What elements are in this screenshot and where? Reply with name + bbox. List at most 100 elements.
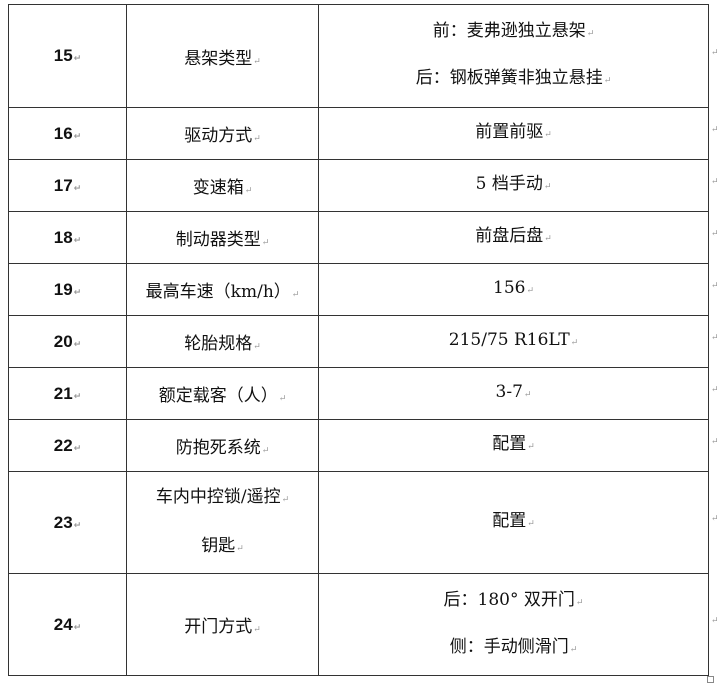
table-row: 24↵ 开门方式↵ 后：180° 双开门↵ 侧：手动侧滑门↵ (8, 573, 709, 676)
item-cell: 开门方式↵ (126, 573, 319, 676)
value-text: 156 (493, 278, 526, 298)
return-mark-icon: ↵ (261, 446, 270, 456)
return-mark-icon: ↵ (244, 186, 253, 196)
return-mark-icon: ↵ (527, 442, 535, 452)
item-label: 变速箱 (192, 178, 244, 198)
row-number-cell: 20↵ (8, 315, 127, 368)
row-number-cell: 17↵ (8, 159, 127, 212)
return-mark-icon: ↵ (526, 286, 534, 296)
value-text: 5 档手动 (475, 174, 543, 194)
value-text: 前置前驱 (475, 122, 544, 142)
row-end-mark-icon: ↵ (711, 281, 719, 291)
item-cell: 制动器类型↵ (126, 211, 319, 264)
return-mark-icon: ↵ (253, 342, 261, 352)
item-label: 防抱死系统 (175, 438, 261, 458)
return-mark-icon: ↵ (261, 238, 270, 248)
value-cell: 215/75 R16LT↵ (318, 315, 709, 368)
item-label: 制动器类型 (175, 230, 261, 250)
item-label: 最高车速（km/h） (145, 282, 291, 302)
value-text: 3-7 (495, 382, 523, 402)
row-end-mark-icon: ↵ (711, 333, 719, 343)
table-row: 23↵ 车内中控锁/遥控↵ 钥匙↵ 配置↵ (8, 471, 709, 574)
return-mark-icon: ↵ (603, 76, 612, 86)
row-number: 22 (53, 435, 73, 455)
row-end-mark-icon: ↵ (711, 385, 719, 395)
return-mark-icon: ↵ (73, 621, 82, 632)
row-number: 23 (53, 512, 73, 532)
row-number: 18 (53, 227, 73, 247)
return-mark-icon: ↵ (291, 290, 300, 300)
row-number: 15 (53, 46, 73, 65)
row-end-mark-icon: ↵ (711, 437, 719, 447)
row-number-cell: 15↵ (8, 4, 127, 108)
item-label: 轮胎规格 (184, 334, 253, 354)
value-cell: 配置↵ (318, 419, 709, 472)
value-text: 前：麦弗逊独立悬架 (432, 21, 586, 41)
return-mark-icon: ↵ (543, 182, 552, 192)
row-end-mark-icon: ↵ (711, 177, 719, 187)
item-label: 额定载客（人） (158, 386, 278, 406)
return-mark-icon: ↵ (73, 442, 82, 453)
row-number: 20 (53, 331, 73, 351)
item-label: 钥匙 (201, 535, 236, 556)
item-cell: 悬架类型↵ (126, 4, 319, 108)
table-row: 18↵ 制动器类型↵ 前盘后盘↵ (8, 211, 709, 264)
item-cell: 轮胎规格↵ (126, 315, 319, 368)
row-number: 24 (53, 614, 73, 634)
value-cell: 前盘后盘↵ (318, 211, 709, 264)
value-cell: 后：180° 双开门↵ 侧：手动侧滑门↵ (318, 573, 709, 676)
table-row: 21↵ 额定载客（人）↵ 3-7↵ (8, 367, 709, 420)
return-mark-icon: ↵ (73, 519, 82, 530)
spec-table: 15↵ 悬架类型↵ 前：麦弗逊独立悬架↵ 后：钢板弹簧非独立悬挂↵ 16↵ 驱动方式↵ 前置… (8, 4, 709, 676)
return-mark-icon: ↵ (586, 29, 595, 39)
return-mark-icon: ↵ (523, 390, 532, 400)
table-row: 15↵ 悬架类型↵ 前：麦弗逊独立悬架↵ 后：钢板弹簧非独立悬挂↵ (8, 4, 709, 108)
return-mark-icon: ↵ (570, 338, 579, 348)
item-cell: 额定载客（人）↵ (126, 367, 319, 420)
value-cell: 配置↵ (318, 471, 709, 574)
value-text: 前盘后盘 (475, 226, 544, 246)
row-number-cell: 18↵ (8, 211, 127, 264)
return-mark-icon: ↵ (569, 644, 578, 655)
item-label: 驱动方式 (184, 126, 253, 146)
value-cell: 前：麦弗逊独立悬架↵ 后：钢板弹簧非独立悬挂↵ (318, 4, 709, 108)
value-text: 配置 (492, 434, 527, 454)
item-cell: 最高车速（km/h）↵ (126, 263, 319, 316)
table-end-marker (707, 676, 714, 683)
row-number-cell: 19↵ (8, 263, 127, 316)
table-row: 16↵ 驱动方式↵ 前置前驱↵ (8, 107, 709, 160)
row-end-mark-icon: ↵ (711, 125, 719, 135)
row-end-mark-icon: ↵ (711, 616, 719, 626)
row-end-mark-icon: ↵ (711, 47, 719, 58)
value-cell: 前置前驱↵ (318, 107, 709, 160)
value-cell: 3-7↵ (318, 367, 709, 420)
item-cell: 车内中控锁/遥控↵ 钥匙↵ (126, 471, 319, 574)
row-number-cell: 23↵ (8, 471, 127, 574)
return-mark-icon: ↵ (544, 234, 552, 244)
table-row: 20↵ 轮胎规格↵ 215/75 R16LT↵ (8, 315, 709, 368)
row-number-cell: 22↵ (8, 419, 127, 472)
value-cell: 5 档手动↵ (318, 159, 709, 212)
row-number: 21 (53, 383, 73, 403)
row-number-cell: 21↵ (8, 367, 127, 420)
return-mark-icon: ↵ (73, 338, 82, 349)
return-mark-icon: ↵ (278, 394, 287, 404)
value-cell: 156↵ (318, 263, 709, 316)
return-mark-icon: ↵ (253, 56, 261, 67)
return-mark-icon: ↵ (575, 597, 584, 608)
value-text: 后：180° 双开门 (443, 589, 575, 610)
item-label: 车内中控锁/遥控 (155, 486, 281, 507)
return-mark-icon: ↵ (253, 625, 261, 635)
return-mark-icon: ↵ (73, 182, 82, 193)
return-mark-icon: ↵ (73, 286, 82, 297)
row-number: 17 (53, 175, 73, 195)
return-mark-icon: ↵ (73, 234, 82, 245)
row-number: 16 (53, 123, 73, 143)
row-end-mark-icon: ↵ (711, 514, 719, 524)
return-mark-icon: ↵ (544, 130, 552, 140)
return-mark-icon: ↵ (73, 390, 82, 401)
table-row: 22↵ 防抱死系统↵ 配置↵ (8, 419, 709, 472)
value-text: 后：钢板弹簧非独立悬挂 (415, 68, 603, 88)
value-text: 配置 (492, 511, 527, 531)
table-row: 19↵ 最高车速（km/h）↵ 156↵ (8, 263, 709, 316)
